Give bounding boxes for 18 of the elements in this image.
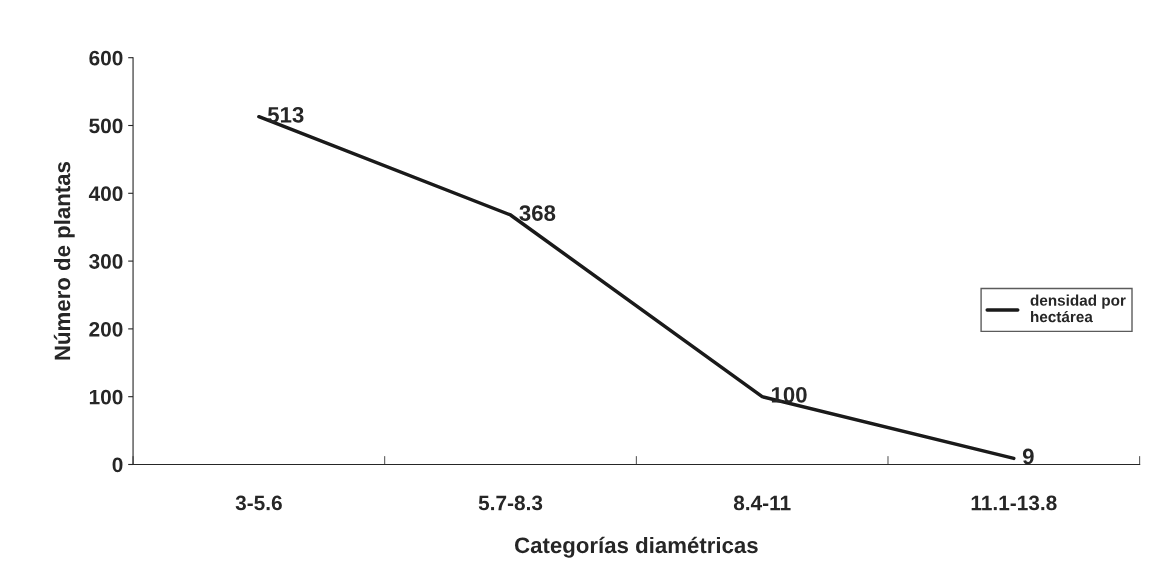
y-tick-label: 300 [89,254,123,269]
data-label: 513 [267,106,304,123]
y-axis-title: Número de plantas [53,161,75,360]
x-tick-label: 8.4-11 [733,495,791,511]
y-tick-label: 0 [112,457,123,473]
legend-label: densidad por hectárea [1030,294,1126,323]
data-label: 368 [519,205,556,221]
x-tick-label: 5.7-8.3 [478,495,543,511]
y-tick-label: 500 [89,118,123,134]
data-label: 9 [1022,448,1034,465]
data-label: 100 [771,386,807,403]
x-axis-title: Categorías diamétricas [514,536,758,558]
y-tick-label: 200 [89,321,123,337]
y-tick-label: 400 [88,186,123,202]
x-tick-label: 3-5.6 [235,495,282,511]
y-tick-label: 600 [89,50,123,66]
y-tick-label: 100 [89,389,123,405]
x-tick-label: 11.1-13.8 [971,495,1057,511]
